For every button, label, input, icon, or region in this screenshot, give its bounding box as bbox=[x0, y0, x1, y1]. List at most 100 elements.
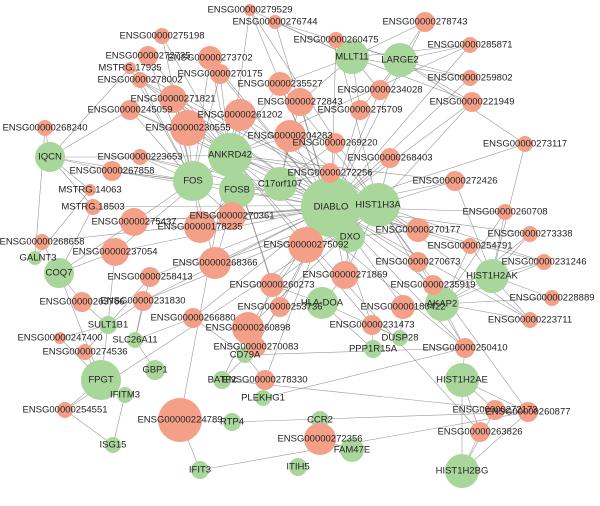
node bbox=[470, 422, 490, 442]
node-label: LARGE2 bbox=[381, 55, 419, 66]
node-label: RTP4 bbox=[220, 417, 244, 428]
node-label: ENSG00000272173 bbox=[452, 405, 537, 416]
node bbox=[35, 142, 65, 172]
node bbox=[246, 337, 266, 357]
node-label: ENSG00000272356 bbox=[277, 434, 362, 445]
node bbox=[260, 273, 284, 297]
node bbox=[286, 88, 314, 116]
node-label: ENSG00000235527 bbox=[237, 79, 322, 90]
node bbox=[191, 461, 209, 479]
node-label: PLEKHG1 bbox=[241, 393, 285, 404]
node-label: ENSG00000285871 bbox=[427, 40, 512, 51]
node-label: ITIH5 bbox=[286, 462, 309, 473]
node-label: ENSG00000223653 bbox=[97, 152, 182, 163]
node-label: ENSG00000271869 bbox=[302, 270, 387, 281]
node-label: IFITM3 bbox=[110, 390, 140, 401]
edge bbox=[271, 204, 379, 286]
node-label: IQCN bbox=[38, 152, 62, 163]
node-label: FOS bbox=[183, 176, 203, 187]
node bbox=[120, 100, 140, 120]
node bbox=[356, 183, 400, 227]
node bbox=[138, 46, 158, 66]
edge bbox=[229, 44, 471, 156]
node-label: ENSG00000260273 bbox=[229, 280, 314, 291]
node-label: ENSG00000261202 bbox=[197, 110, 282, 121]
node bbox=[320, 163, 340, 183]
node bbox=[37, 120, 53, 136]
node-label: ENSG00000234028 bbox=[337, 85, 422, 96]
node bbox=[140, 267, 160, 287]
node bbox=[105, 437, 121, 453]
node bbox=[325, 133, 345, 153]
node bbox=[81, 360, 121, 400]
node bbox=[232, 312, 264, 344]
node bbox=[34, 234, 50, 250]
node-label: ENSG00000258413 bbox=[107, 272, 192, 283]
node bbox=[462, 92, 482, 112]
node bbox=[518, 402, 538, 422]
node-label: IFIT3 bbox=[189, 465, 211, 476]
node bbox=[224, 99, 256, 131]
edge bbox=[161, 35, 231, 156]
node-label: ENSG00000278330 bbox=[222, 375, 307, 386]
node-label: ENSG00000260475 bbox=[293, 35, 378, 46]
node bbox=[445, 363, 479, 397]
node-label: ENSG00000275092 bbox=[263, 240, 348, 251]
edge bbox=[112, 394, 126, 446]
node-label: ENSG00000270083 bbox=[213, 342, 298, 353]
node bbox=[208, 133, 252, 177]
edge bbox=[49, 67, 131, 158]
node-label: MSTRG.14063 bbox=[58, 185, 121, 196]
node-label: ENSG00000260877 bbox=[485, 407, 570, 418]
edge bbox=[142, 206, 332, 302]
edge bbox=[229, 154, 456, 182]
node-label: HIST1H2AK bbox=[466, 271, 518, 282]
labels: DIABLO HIST1H3A ANKRD42 FOS FOSB C17orf107 MLL… bbox=[0, 5, 595, 477]
node-label: SLC26A11 bbox=[112, 335, 157, 346]
node bbox=[244, 4, 256, 16]
node bbox=[301, 177, 361, 237]
node-label: DXO bbox=[340, 232, 361, 243]
node bbox=[391, 295, 415, 319]
node-label: PPP1R15A bbox=[349, 344, 398, 355]
node-label: ENSG00000231830 bbox=[100, 296, 185, 307]
node-label: FPGT bbox=[88, 375, 114, 386]
node bbox=[462, 37, 478, 53]
edge bbox=[231, 411, 529, 423]
node bbox=[219, 172, 255, 208]
node bbox=[117, 387, 133, 403]
node-label: ENSG00000278002 bbox=[97, 75, 182, 86]
node bbox=[270, 297, 290, 317]
node bbox=[274, 120, 306, 152]
node-label: ENSG00000228889 bbox=[509, 293, 594, 304]
node-label: ENSG00000223711 bbox=[488, 315, 572, 326]
node-label: ENSG00000230555 bbox=[145, 123, 230, 134]
node bbox=[544, 290, 560, 306]
node-label: ENSG00000260708 bbox=[462, 207, 547, 218]
node bbox=[406, 218, 430, 242]
node bbox=[445, 454, 479, 488]
edge bbox=[249, 9, 379, 206]
edge bbox=[244, 347, 466, 356]
node-label: HIST1H3A bbox=[355, 200, 401, 211]
edge bbox=[330, 206, 531, 321]
edge bbox=[192, 317, 246, 356]
node-label: ENSG00000278743 bbox=[382, 17, 467, 28]
node bbox=[199, 247, 231, 279]
node bbox=[392, 330, 408, 346]
node-label: DUSP28 bbox=[382, 333, 419, 344]
node bbox=[425, 287, 459, 321]
node-label: ENSG00000268403 bbox=[347, 153, 432, 164]
node bbox=[72, 292, 92, 312]
node bbox=[408, 252, 428, 272]
node bbox=[133, 291, 153, 311]
node bbox=[223, 413, 241, 431]
edge bbox=[49, 109, 131, 158]
node-label: ENSG00000231473 bbox=[329, 320, 414, 331]
node bbox=[170, 110, 206, 146]
node-label: ENSG00000267858 bbox=[69, 166, 154, 177]
node bbox=[84, 184, 96, 196]
node-label: ENSG00000266880 bbox=[150, 313, 235, 324]
node-label: CCR2 bbox=[307, 415, 333, 426]
